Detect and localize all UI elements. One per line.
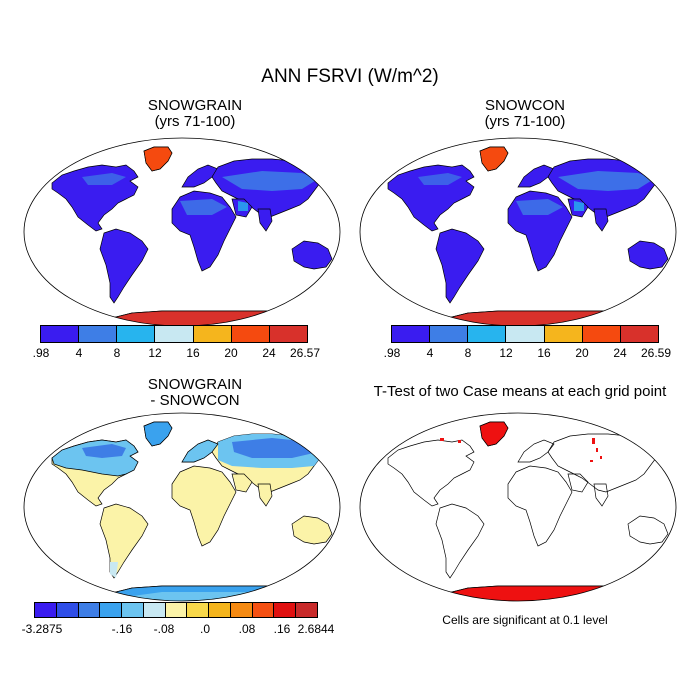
panel3-cb-label-5: .16 (273, 622, 291, 636)
panel2-title-line2: (yrs 71-100) (484, 113, 566, 130)
panel2-cb-swatch-1 (430, 326, 469, 342)
panel3-cb-swatch-10 (252, 603, 275, 617)
panel2-cb-swatch-6 (620, 326, 658, 342)
panel1-cb-label-2: 8 (113, 346, 121, 360)
panel3-cb-swatch-2 (78, 603, 101, 617)
panel2-cb-swatch-3 (506, 326, 545, 342)
panel3-cb-swatch-12 (296, 603, 317, 617)
panel1-title-line2: (yrs 71-100) (154, 113, 236, 130)
panel3-cb-swatch-5 (143, 603, 166, 617)
panel3-cb-label-2: -.08 (153, 622, 175, 636)
panel1-cb-label-3: 12 (148, 346, 162, 360)
panel2-title-line1: SNOWCON (485, 97, 565, 114)
panel1-cb-swatch-2 (117, 326, 156, 342)
panel4-map (359, 412, 677, 602)
panel2-cb-label-5: 20 (575, 346, 589, 360)
panel3-title-line1: SNOWGRAIN (147, 376, 243, 393)
panel1-cb-swatch-1 (79, 326, 118, 342)
panel2-colorbar (391, 325, 659, 343)
figure-title: ANN FSRVI (W/m^2) (261, 66, 439, 87)
panel1-cb-label-6: 24 (262, 346, 276, 360)
panel1-colorbar (40, 325, 308, 343)
panel4-note: Cells are significant at 0.1 level (442, 613, 608, 627)
panel4-title: T-Test of two Case means at each grid po… (373, 383, 667, 400)
panel3-cb-swatch-4 (122, 603, 144, 617)
panel1-cb-label-1: 4 (75, 346, 83, 360)
panel1-cb-swatch-5 (231, 326, 270, 342)
panel2-title: SNOWCON (yrs 71-100) (365, 98, 685, 130)
panel1-cb-swatch-3 (155, 326, 194, 342)
panel2-cb-swatch-2 (468, 326, 507, 342)
panel3-title-line2: - SNOWCON (150, 392, 240, 409)
panel2-cb-label-3: 12 (499, 346, 513, 360)
panel1-map (23, 137, 341, 327)
panel2-map (359, 137, 677, 327)
panel3-cb-swatch-3 (100, 603, 123, 617)
panel3-cb-swatch-8 (209, 603, 231, 617)
panel2-cb-label-0: .98 (383, 346, 401, 360)
panel3-cb-label-4: .08 (238, 622, 256, 636)
panel1-cb-label-5: 20 (224, 346, 238, 360)
panel2-cb-swatch-5 (582, 326, 621, 342)
panel3-cb-swatch-9 (230, 603, 253, 617)
panel3-cb-swatch-6 (165, 603, 188, 617)
panel2-cb-label-1: 4 (426, 346, 434, 360)
panel2-cb-label-4: 16 (537, 346, 551, 360)
panel2-cb-label-2: 8 (464, 346, 472, 360)
panel1-cb-swatch-4 (193, 326, 232, 342)
panel1-cb-label-4: 16 (186, 346, 200, 360)
panel3-cb-label-1: -.16 (111, 622, 133, 636)
panel1-title: SNOWGRAIN (yrs 71-100) (35, 98, 355, 130)
panel1-cb-swatch-6 (269, 326, 307, 342)
panel3-cb-swatch-0 (35, 603, 57, 617)
panel1-title-line1: SNOWGRAIN (147, 97, 243, 114)
panel2-cb-label-6: 24 (613, 346, 627, 360)
panel3-cb-swatch-7 (187, 603, 210, 617)
panel2-cb-swatch-4 (544, 326, 583, 342)
panel3-cb-label-0: -3.2875 (21, 622, 63, 636)
panel2-cb-swatch-0 (392, 326, 431, 342)
panel3-cb-swatch-1 (56, 603, 79, 617)
panel3-cb-swatch-11 (274, 603, 297, 617)
panel3-cb-label-3: .0 (199, 622, 211, 636)
panel1-cb-swatch-0 (41, 326, 80, 342)
panel1-cb-label-0: .98 (32, 346, 50, 360)
panel3-title: SNOWGRAIN - SNOWCON (35, 377, 355, 409)
panel3-map (23, 412, 341, 602)
panel1-cb-label-7: 26.57 (289, 346, 321, 360)
panel3-cb-label-6: 2.6844 (297, 622, 335, 636)
panel3-colorbar (34, 602, 318, 618)
panel2-cb-label-7: 26.59 (640, 346, 672, 360)
